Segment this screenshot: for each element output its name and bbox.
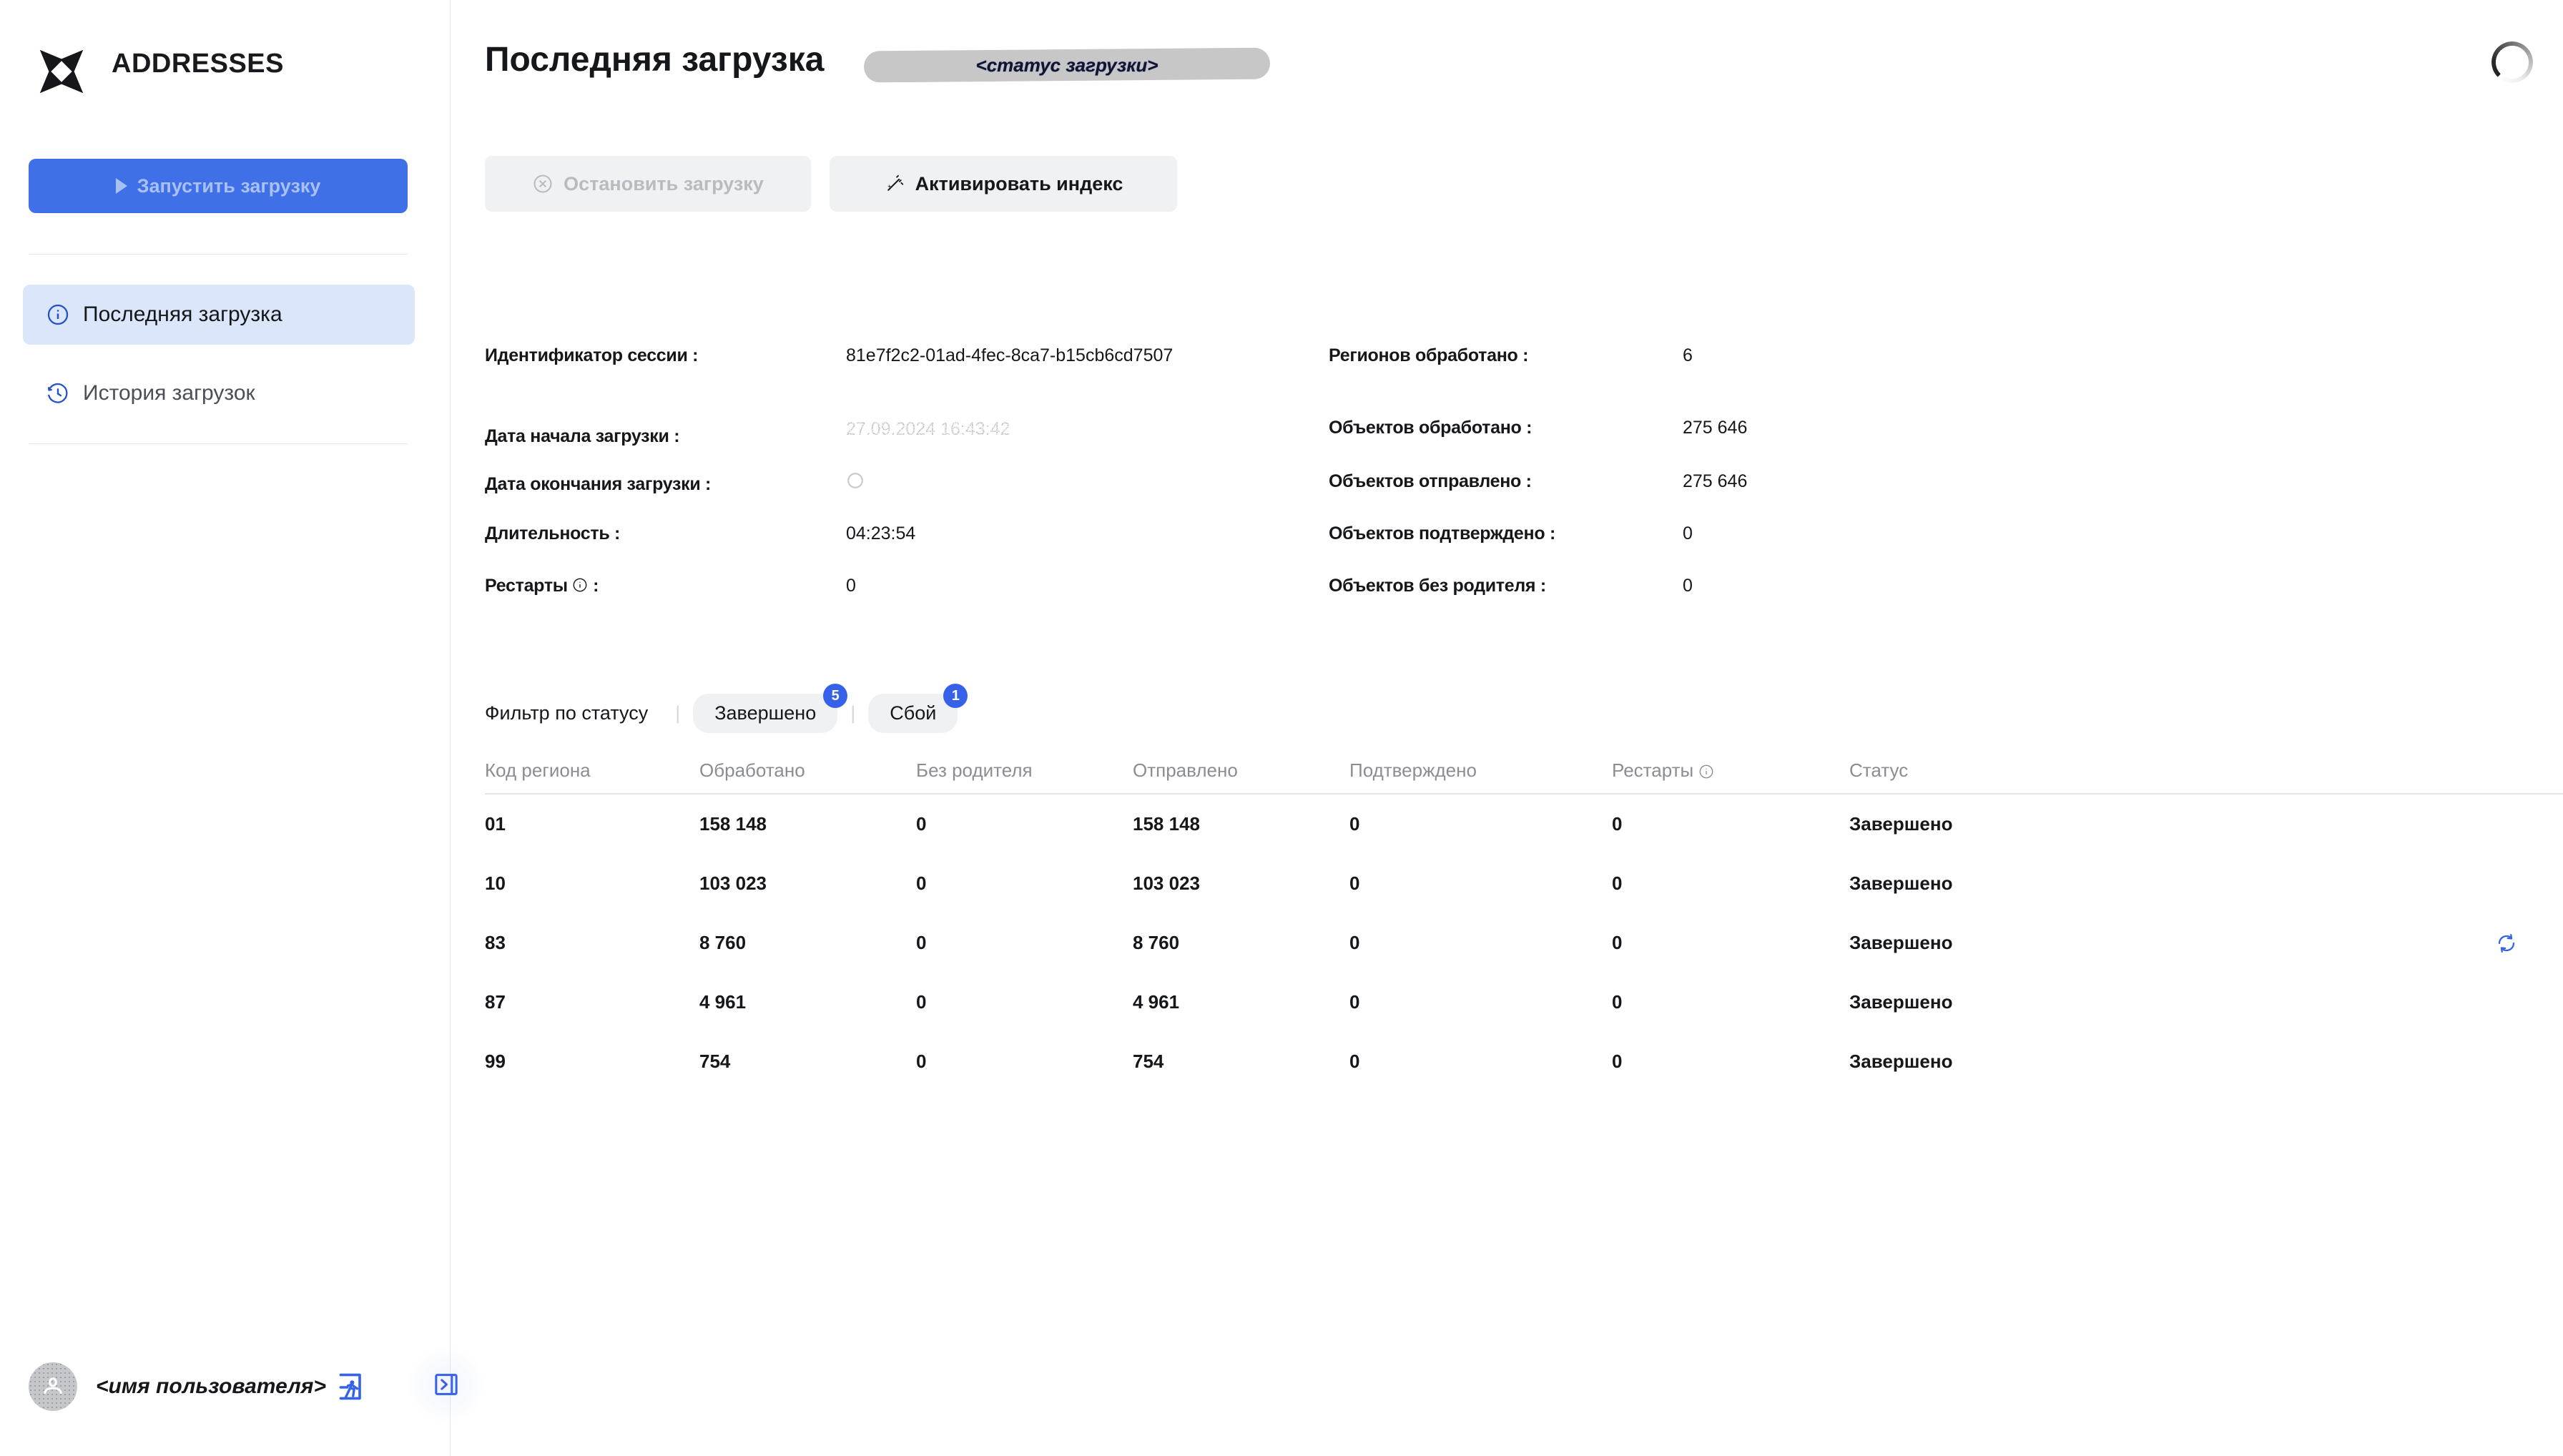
svg-text:27.09.2024 16:43:42: 27.09.2024 16:43:42 bbox=[846, 419, 1010, 439]
